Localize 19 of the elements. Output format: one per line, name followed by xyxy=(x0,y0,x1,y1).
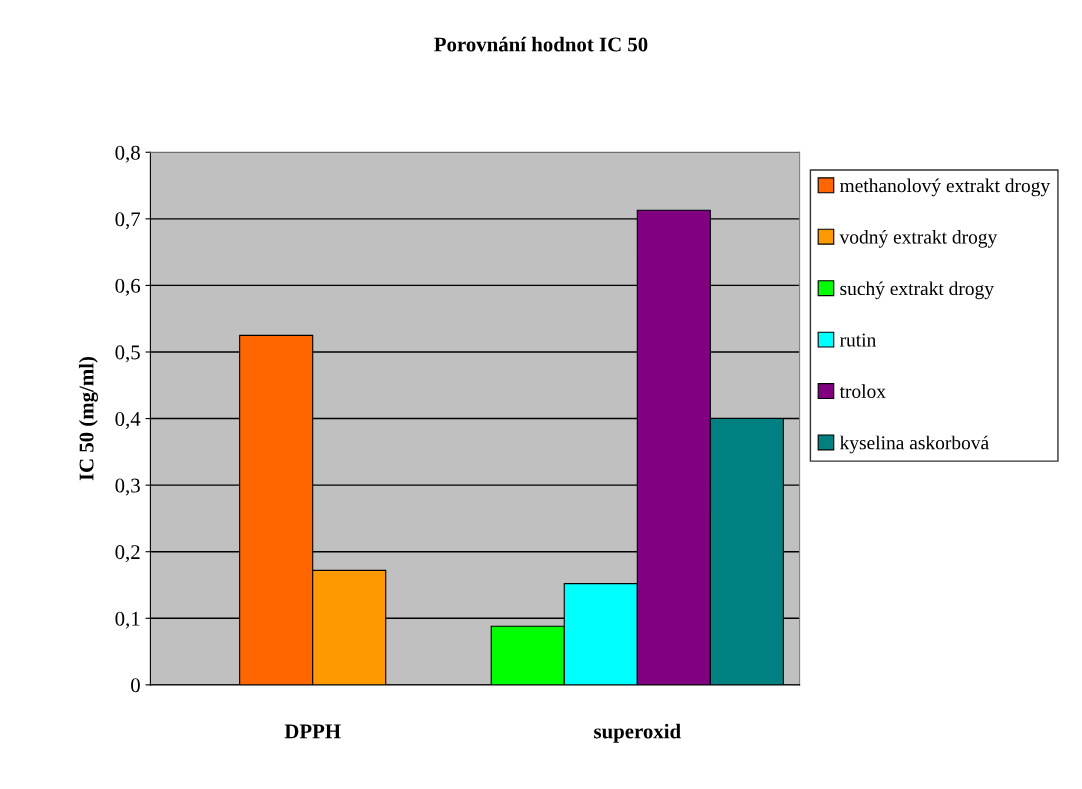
y-tick-label: 0,7 xyxy=(115,212,141,230)
x-tick-label: superoxid xyxy=(594,723,681,743)
y-tick-label: 0,6 xyxy=(115,278,141,296)
y-tick-label: 0,1 xyxy=(115,611,140,629)
x-tick-label: DPPH xyxy=(284,724,341,739)
legend-label: kyselina askorbová xyxy=(839,435,989,454)
y-tick-label: 0,3 xyxy=(115,478,140,496)
y-tick-label: 0,8 xyxy=(115,145,140,163)
y-tick-label: 0,4 xyxy=(115,411,141,429)
legend-label: vodný extrakt drogy xyxy=(839,229,998,248)
y-tick-label: 0,2 xyxy=(115,545,140,563)
y-tick-label: 0,5 xyxy=(115,345,140,363)
y-tick-label: 0 xyxy=(131,678,140,693)
legend-label: suchý extrakt drogy xyxy=(840,281,994,300)
legend-label: methanolový extrakt drogy xyxy=(839,178,1051,197)
legend-label: rutin xyxy=(839,333,876,347)
y-axis-title: IC 50 (mg/ml) xyxy=(78,356,98,481)
chart-title: Porovnání hodnot IC 50 xyxy=(434,36,648,52)
legend-label: trolox xyxy=(839,384,886,398)
